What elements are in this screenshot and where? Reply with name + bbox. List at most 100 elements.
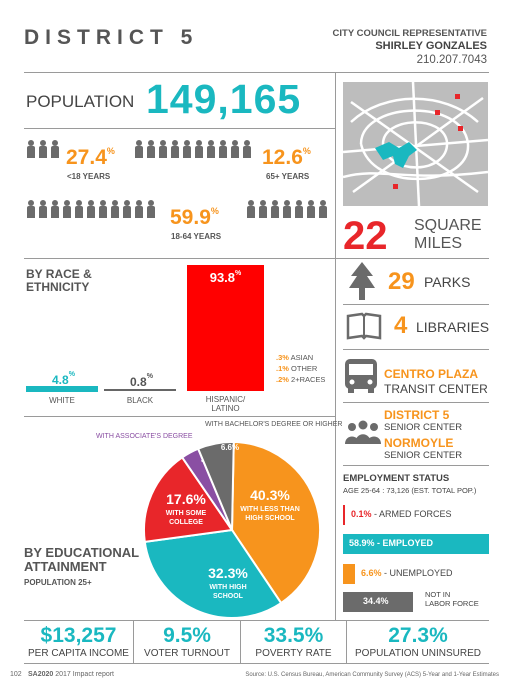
education-title-line2: ATTAINMENT (24, 559, 107, 574)
pie-slice-label: WITH HIGH (209, 584, 246, 591)
over65-stat: 12.6% (262, 146, 311, 170)
rep-phone: 210.207.7043 (416, 54, 487, 66)
divider (24, 663, 489, 664)
over65-pct: 12.6 (262, 146, 303, 169)
adults-pct: 59.9 (170, 206, 211, 229)
pct-sign: % (106, 146, 115, 156)
person-icon (134, 200, 144, 218)
black-label: BLACK (126, 396, 154, 405)
person-icon (26, 140, 36, 158)
person-icon (146, 140, 156, 158)
pie-slice-value: 32.3% (208, 565, 248, 581)
person-icon (146, 200, 156, 218)
libraries-label: LIBRARIES (416, 319, 490, 335)
employment-text: 34.4% (363, 596, 389, 606)
person-icon (122, 200, 132, 218)
map-roads-icon (343, 82, 488, 206)
education-subtitle: POPULATION 25+ (24, 578, 92, 587)
person-icon (74, 200, 84, 218)
adults-stat: 59.9% (170, 206, 219, 230)
person-icon (246, 200, 256, 218)
person-icon (270, 200, 280, 218)
hispanic-label-line1: HISPANIC/ (205, 395, 246, 404)
pct-sign: % (210, 206, 219, 216)
per-capita-income-value: $13,257 (40, 624, 117, 647)
person-icon (282, 200, 292, 218)
employment-title: EMPLOYMENT STATUS (343, 473, 450, 484)
district-area (375, 142, 417, 168)
person-icon (26, 200, 36, 218)
pct-sign: % (146, 373, 153, 380)
hispanic-label-line2: LATINO (211, 404, 240, 413)
area-label-line2: MILES (414, 235, 463, 252)
education-title-line1: BY EDUCATIONAL (24, 545, 140, 560)
person-icon (110, 200, 120, 218)
pie-slice-label: WITH LESS THAN (240, 506, 300, 513)
divider (346, 620, 347, 663)
pie-slice-value: 40.3% (250, 487, 290, 503)
divider (343, 465, 489, 466)
people-row (26, 140, 62, 160)
race-title-line2: ETHNICITY (26, 280, 90, 294)
under18-stat: 27.4% (66, 146, 115, 170)
black-value: 0.8% (130, 373, 153, 391)
adults-label: 18-64 YEARS (171, 232, 222, 241)
other-races-list: .3% ASIAN .1% OTHER .2% 2+RACES (276, 352, 325, 385)
bus-icon (345, 359, 377, 393)
libraries-value: 4 (394, 312, 408, 339)
employment-text: 58.9% - EMPLOYED (349, 538, 433, 548)
white-value-text: 4.8 (52, 373, 69, 387)
employment-label: - UNEMPLOYED (381, 568, 453, 578)
divider (343, 349, 489, 350)
education-title: BY EDUCATIONAL ATTAINMENT (24, 546, 139, 574)
employment-bar (343, 564, 355, 584)
divider (343, 304, 489, 305)
source-note: Source: U.S. Census Bureau, American Com… (245, 672, 499, 678)
poverty-rate-label: POVERTY RATE (255, 648, 332, 659)
pie-slice (196, 441, 235, 531)
other-race-item: .3% ASIAN (276, 353, 314, 362)
employment-text: 6.6% - UNEMPLOYED (361, 568, 453, 578)
district-map (343, 82, 488, 206)
pct-sign: % (302, 146, 311, 156)
divider (24, 128, 335, 129)
hispanic-bar (187, 265, 264, 391)
seniors-icon (345, 420, 381, 444)
person-icon (98, 200, 108, 218)
employment-row: 34.4% NOT IN LABOR FORCE (343, 590, 489, 614)
pie-slice (230, 440, 321, 605)
parks-label: PARKS (424, 274, 471, 290)
pie-slice-label: COLLEGE (169, 519, 203, 526)
person-icon (242, 140, 252, 158)
other-race-item: .1% OTHER (276, 364, 318, 373)
education-pie-chart: 40.3% WITH LESS THAN HIGH SCHOOL 32.3% WITH … (143, 440, 321, 619)
parks-value: 29 (388, 268, 415, 295)
voter-turnout-label: VOTER TURNOUT (144, 648, 230, 659)
divider (24, 416, 335, 417)
divider (133, 620, 134, 663)
employment-label: - EMPLOYED (374, 538, 434, 548)
transit-name: CENTRO PLAZA (384, 367, 478, 381)
footer-brand: SA2020 2017 Impact report (28, 671, 114, 678)
person-icon (50, 200, 60, 218)
hispanic-value: 93.8% (187, 270, 264, 285)
person-icon (182, 140, 192, 158)
pie-slice (143, 528, 283, 619)
rep-label: CITY COUNCIL REPRESENTATIVE (332, 28, 487, 39)
employment-value: 34.4% (363, 596, 389, 606)
white-value: 4.8% (52, 371, 75, 389)
person-icon (194, 140, 204, 158)
employment-value: 0.1% (351, 509, 372, 519)
employment-bar (343, 505, 345, 525)
area-label-line1: SQUARE (414, 217, 482, 234)
pie-slice-label: HIGH SCHOOL (245, 515, 295, 522)
person-icon (230, 140, 240, 158)
employment-bar (343, 592, 413, 612)
area-label: SQUARE MILES (414, 217, 482, 253)
bachelors-callout: WITH BACHELOR'S DEGREE OR HIGHER (205, 421, 343, 428)
pie-slice-label: SCHOOL (213, 593, 244, 600)
pct-sign: % (68, 371, 75, 378)
race-title: BY RACE & ETHNICITY (26, 268, 92, 294)
employment-row: 6.6% - UNEMPLOYED (343, 562, 489, 586)
white-bar (26, 386, 98, 392)
